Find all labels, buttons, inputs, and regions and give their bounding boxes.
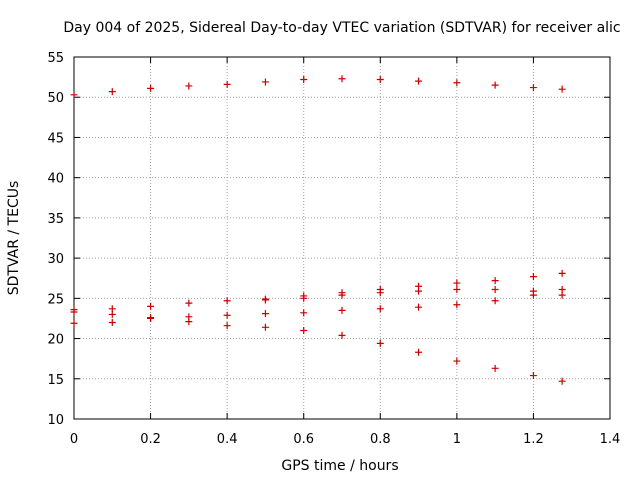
data-point [529, 84, 537, 92]
data-point [338, 331, 346, 339]
data-point [529, 372, 537, 380]
x-axis-label: GPS time / hours [281, 458, 398, 474]
data-point [108, 310, 116, 318]
data-point [300, 327, 308, 335]
x-tick-label: 0.8 [370, 432, 391, 447]
data-point [415, 303, 423, 311]
data-point [558, 377, 566, 385]
data-point [223, 297, 231, 305]
data-point [70, 319, 78, 327]
data-point [453, 285, 461, 293]
data-point [415, 348, 423, 356]
data-point [453, 279, 461, 287]
x-tick-label: 1 [453, 432, 461, 447]
data-point [376, 76, 384, 84]
data-point [70, 91, 78, 99]
y-tick-label: 10 [47, 413, 64, 428]
data-point [453, 79, 461, 87]
x-tick-label: 0.2 [140, 432, 161, 447]
x-tick-label: 0 [70, 432, 78, 447]
data-point [108, 318, 116, 326]
data-point [415, 77, 423, 85]
data-point [223, 322, 231, 330]
data-point [147, 84, 155, 92]
data-point [223, 80, 231, 88]
data-point [491, 364, 499, 372]
y-tick-label: 30 [47, 252, 64, 267]
data-point [491, 277, 499, 285]
y-tick-labels: 10 15 20 25 30 35 40 45 50 55 [47, 51, 64, 428]
y-tick-label: 25 [47, 292, 64, 307]
data-series [70, 75, 566, 385]
y-tick-label: 20 [47, 333, 64, 348]
data-point [558, 85, 566, 93]
data-point [453, 357, 461, 365]
data-point [261, 310, 269, 318]
data-point [147, 314, 155, 322]
series-satellite-2 [70, 269, 566, 316]
data-point [147, 302, 155, 310]
data-point [376, 339, 384, 347]
data-point [338, 291, 346, 299]
axis-ticks [73, 56, 611, 420]
x-tick-label: 1.2 [523, 432, 544, 447]
data-point [338, 75, 346, 83]
data-point [261, 323, 269, 331]
data-point [558, 269, 566, 277]
y-axis-label: SDTVAR / TECUs [6, 181, 22, 296]
data-point [491, 297, 499, 305]
x-tick-label: 0.4 [217, 432, 238, 447]
data-point [529, 273, 537, 281]
series-satellite-1 [70, 75, 566, 99]
y-tick-label: 55 [47, 51, 64, 66]
series-satellite-4 [70, 306, 566, 385]
data-point [300, 294, 308, 302]
chart-title: Day 004 of 2025, Sidereal Day-to-day VTE… [63, 20, 620, 36]
data-point [185, 318, 193, 326]
y-tick-label: 45 [47, 131, 64, 146]
x-tick-labels: 0 0.2 0.4 0.6 0.8 1 1.2 1.4 [70, 432, 620, 447]
data-point [529, 287, 537, 295]
plot-frame [73, 56, 611, 420]
y-tick-label: 35 [47, 212, 64, 227]
series-satellite-5 [261, 285, 566, 304]
data-point [376, 289, 384, 297]
y-tick-label: 40 [47, 172, 64, 187]
data-point [261, 296, 269, 304]
grid-lines [74, 57, 610, 419]
data-point [453, 301, 461, 309]
data-point [223, 311, 231, 319]
data-point [108, 88, 116, 96]
data-point [300, 76, 308, 84]
data-point [185, 82, 193, 90]
data-point [185, 299, 193, 307]
y-tick-label: 50 [47, 91, 64, 106]
x-tick-label: 0.6 [293, 432, 314, 447]
data-point [376, 305, 384, 313]
x-tick-label: 1.4 [600, 432, 621, 447]
data-point [261, 78, 269, 86]
series-satellite-3 [70, 285, 566, 327]
data-point [70, 306, 78, 314]
data-point [491, 285, 499, 293]
data-point [300, 309, 308, 317]
data-point [558, 291, 566, 299]
data-point [415, 287, 423, 295]
data-point [338, 306, 346, 314]
data-point [491, 81, 499, 89]
y-tick-label: 15 [47, 373, 64, 388]
